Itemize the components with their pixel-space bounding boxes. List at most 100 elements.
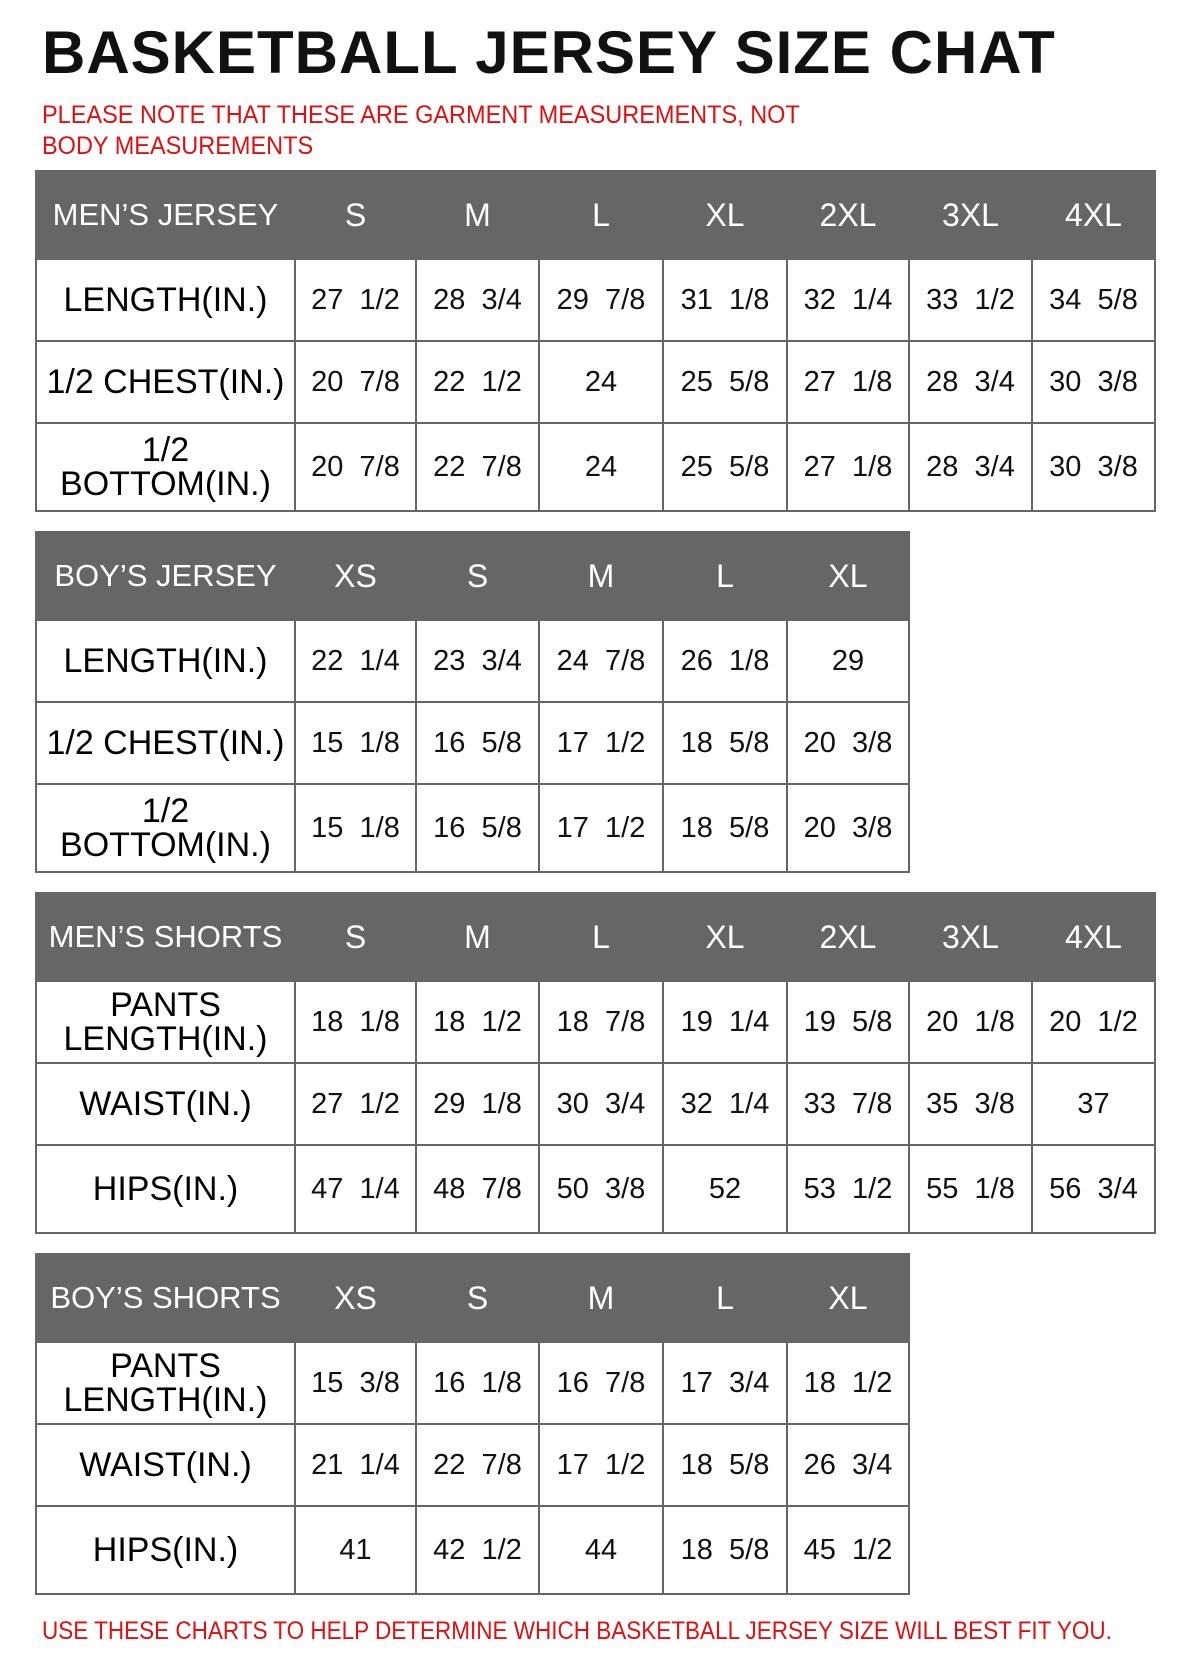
measure-value: 34 5/8 <box>1031 258 1156 342</box>
measure-label: LENGTH(IN.) <box>35 258 296 342</box>
measure-value: 32 1/4 <box>662 1062 788 1146</box>
size-header: 4XL <box>1031 170 1156 260</box>
measure-value: 56 3/4 <box>1031 1144 1156 1234</box>
measure-value: 26 1/8 <box>662 619 788 703</box>
measure-label: WAIST(IN.) <box>35 1423 296 1507</box>
measure-value: 30 3/4 <box>538 1062 664 1146</box>
measure-value: 23 3/4 <box>415 619 540 703</box>
measure-value: 27 1/2 <box>294 258 417 342</box>
size-table: MEN’S SHORTS S M L XL 2XL 3XL 4XL PANTS LENGTH(I… <box>35 892 1156 1234</box>
measure-value: 18 1/2 <box>415 980 540 1064</box>
measure-label: LENGTH(IN.) <box>35 619 296 703</box>
measure-value: 25 5/8 <box>662 422 788 512</box>
size-header: L <box>662 1253 788 1343</box>
measure-label: 1/2 CHEST(IN.) <box>35 701 296 785</box>
measure-row: 1/2 CHEST(IN.) 20 7/8 22 1/2 24 25 5/8 27 1/8… <box>35 340 1156 424</box>
measure-value: 18 5/8 <box>662 701 788 785</box>
table-heading: MEN’S SHORTS <box>35 892 296 982</box>
size-header: XS <box>294 531 417 621</box>
measure-value: 47 1/4 <box>294 1144 417 1234</box>
measure-value: 29 <box>786 619 910 703</box>
measure-row: PANTS LENGTH(IN.) 18 1/8 18 1/2 18 7/8 19 1/… <box>35 980 1156 1064</box>
size-header: 4XL <box>1031 892 1156 982</box>
size-header: S <box>294 170 417 260</box>
measure-value: 16 5/8 <box>415 783 540 873</box>
measure-value: 29 1/8 <box>415 1062 540 1146</box>
measure-value: 20 7/8 <box>294 340 417 424</box>
measure-value: 15 1/8 <box>294 783 417 873</box>
size-header: M <box>538 531 664 621</box>
measure-value: 20 3/8 <box>786 701 910 785</box>
measure-value: 18 7/8 <box>538 980 664 1064</box>
measure-value: 22 7/8 <box>415 422 540 512</box>
size-header: M <box>415 892 540 982</box>
measure-value: 18 1/2 <box>786 1341 910 1425</box>
measure-value: 25 5/8 <box>662 340 788 424</box>
size-header: S <box>415 1253 540 1343</box>
measure-value: 22 7/8 <box>415 1423 540 1507</box>
measure-value: 20 7/8 <box>294 422 417 512</box>
measure-value: 33 1/2 <box>908 258 1033 342</box>
measure-value: 22 1/4 <box>294 619 417 703</box>
header-row: BOY’S JERSEY XS S M L XL <box>35 531 910 621</box>
measure-label: PANTS LENGTH(IN.) <box>35 980 296 1064</box>
measure-value: 50 3/8 <box>538 1144 664 1234</box>
measure-value: 18 1/8 <box>294 980 417 1064</box>
measure-row: HIPS(IN.) 47 1/4 48 7/8 50 3/8 52 53 1/2 55 1/… <box>35 1144 1156 1234</box>
footer: USE THESE CHARTS TO HELP DETERMINE WHICH… <box>42 1617 1112 1645</box>
measure-value: 17 3/4 <box>662 1341 788 1425</box>
measure-value: 24 7/8 <box>538 619 664 703</box>
measure-value: 35 3/8 <box>908 1062 1033 1146</box>
measure-label: 1/2 CHEST(IN.) <box>35 340 296 424</box>
measure-value: 28 3/4 <box>908 340 1033 424</box>
size-header: 3XL <box>908 892 1033 982</box>
header-row: BOY’S SHORTS XS S M L XL <box>35 1253 910 1343</box>
measure-value: 19 1/4 <box>662 980 788 1064</box>
measure-value: 15 3/8 <box>294 1341 417 1425</box>
measure-value: 45 1/2 <box>786 1505 910 1595</box>
measure-label: PANTS LENGTH(IN.) <box>35 1341 296 1425</box>
title: BASKETBALL JERSEY SIZE CHAT <box>42 19 1056 86</box>
measure-row: LENGTH(IN.) 22 1/4 23 3/4 24 7/8 26 1/8 29 <box>35 619 910 703</box>
measure-value: 30 3/8 <box>1031 340 1156 424</box>
measure-value: 21 1/4 <box>294 1423 417 1507</box>
measure-value: 20 1/8 <box>908 980 1033 1064</box>
measure-value: 48 7/8 <box>415 1144 540 1234</box>
size-header: L <box>662 531 788 621</box>
size-header: S <box>415 531 540 621</box>
measure-value: 29 7/8 <box>538 258 664 342</box>
measure-row: 1/2 BOTTOM(IN.) 20 7/8 22 7/8 24 25 5/8 27 1/… <box>35 422 1156 512</box>
table-heading: BOY’S JERSEY <box>35 531 296 621</box>
measure-label: HIPS(IN.) <box>35 1505 296 1595</box>
measure-row: WAIST(IN.) 21 1/4 22 7/8 17 1/2 18 5/8 26 3/4 <box>35 1423 910 1507</box>
size-table: MEN’S JERSEY S M L XL 2XL 3XL 4XL LENGTH(IN.) 27 … <box>35 170 1156 512</box>
measure-row: 1/2 CHEST(IN.) 15 1/8 16 5/8 17 1/2 18 5/8 20… <box>35 701 910 785</box>
size-header: 2XL <box>786 170 910 260</box>
size-header: XL <box>662 170 788 260</box>
size-header: L <box>538 170 664 260</box>
measure-row: WAIST(IN.) 27 1/2 29 1/8 30 3/4 32 1/4 33 7/8… <box>35 1062 1156 1146</box>
size-header: S <box>294 892 417 982</box>
size-header: XL <box>786 531 910 621</box>
measure-label: HIPS(IN.) <box>35 1144 296 1234</box>
note: PLEASE NOTE THAT THESE ARE GARMENT MEASU… <box>42 101 800 160</box>
measure-value: 19 5/8 <box>786 980 910 1064</box>
measure-value: 24 <box>538 422 664 512</box>
measure-value: 18 5/8 <box>662 1423 788 1507</box>
measure-value: 28 3/4 <box>415 258 540 342</box>
measure-value: 52 <box>662 1144 788 1234</box>
size-header: 3XL <box>908 170 1033 260</box>
table-heading: BOY’S SHORTS <box>35 1253 296 1343</box>
measure-value: 18 5/8 <box>662 783 788 873</box>
measure-row: PANTS LENGTH(IN.) 15 3/8 16 1/8 16 7/8 17 3/… <box>35 1341 910 1425</box>
measure-value: 37 <box>1031 1062 1156 1146</box>
size-header: XL <box>662 892 788 982</box>
measure-value: 22 1/2 <box>415 340 540 424</box>
measure-value: 16 5/8 <box>415 701 540 785</box>
measure-value: 30 3/8 <box>1031 422 1156 512</box>
size-header: 2XL <box>786 892 910 982</box>
measure-label: WAIST(IN.) <box>35 1062 296 1146</box>
header-row: MEN’S JERSEY S M L XL 2XL 3XL 4XL <box>35 170 1156 260</box>
measure-value: 28 3/4 <box>908 422 1033 512</box>
